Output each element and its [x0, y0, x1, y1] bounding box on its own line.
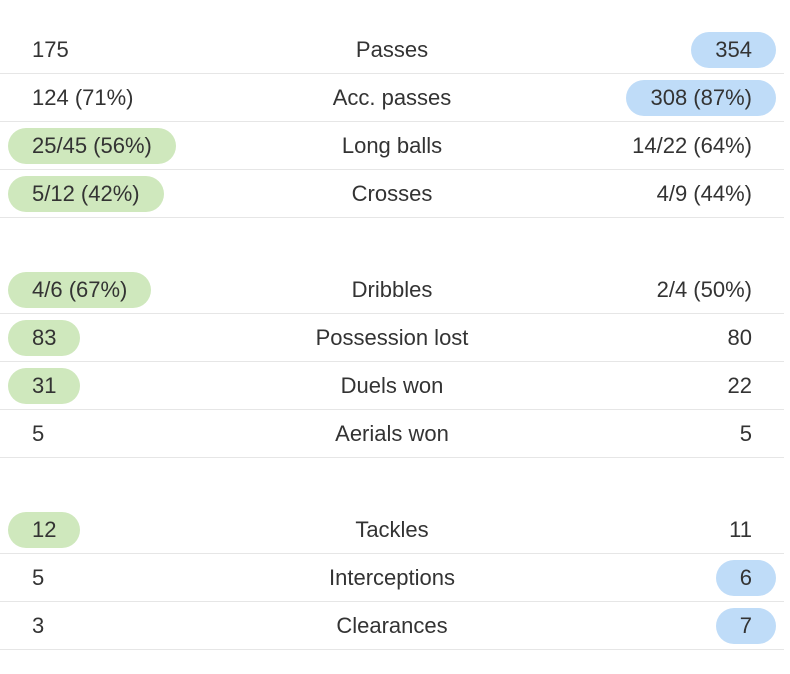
away-value: 2/4 (50%) [656, 277, 752, 302]
stat-label: Long balls [341, 133, 443, 158]
stat-row-passes: 175 Passes 354 [0, 26, 784, 74]
stat-label: Duels won [340, 373, 444, 398]
stat-row-tackles: 12 Tackles 11 [0, 506, 784, 554]
away-value: 11 [729, 517, 752, 542]
stat-label: Aerials won [335, 421, 449, 446]
away-value: 6 [715, 560, 776, 596]
stat-label: Possession lost [315, 325, 469, 350]
away-value: 22 [727, 373, 752, 398]
stat-label: Acc. passes [332, 85, 452, 110]
stat-label: Tackles [355, 517, 429, 542]
stat-label: Clearances [336, 613, 448, 638]
home-value: 175 [32, 37, 69, 62]
stat-label: Dribbles [351, 277, 433, 302]
stat-label: Crosses [351, 181, 433, 206]
stats-group-passing: 175 Passes 354 124 (71%) Acc. passes 308… [0, 26, 784, 218]
stats-group-duels: 4/6 (67%) Dribbles 2/4 (50%) 83 Possessi… [0, 266, 784, 458]
stat-label: Passes [355, 37, 429, 62]
stat-row-aerials-won: 5 Aerials won 5 [0, 410, 784, 458]
away-value: 5 [739, 421, 752, 446]
home-value: 83 [8, 320, 81, 356]
home-value: 5 [32, 421, 45, 446]
stat-row-interceptions: 5 Interceptions 6 [0, 554, 784, 602]
home-value: 31 [8, 368, 81, 404]
stat-row-possession-lost: 83 Possession lost 80 [0, 314, 784, 362]
stat-row-duels-won: 31 Duels won 22 [0, 362, 784, 410]
away-value: 14/22 (64%) [632, 133, 752, 158]
stat-row-crosses: 5/12 (42%) Crosses 4/9 (44%) [0, 170, 784, 218]
stat-row-long-balls: 25/45 (56%) Long balls 14/22 (64%) [0, 122, 784, 170]
away-value: 80 [727, 325, 752, 350]
home-value: 3 [32, 613, 45, 638]
away-value: 4/9 (44%) [656, 181, 752, 206]
stat-label: Interceptions [329, 565, 455, 590]
home-value: 25/45 (56%) [8, 128, 176, 164]
stat-row-acc-passes: 124 (71%) Acc. passes 308 (87%) [0, 74, 784, 122]
away-value: 7 [715, 608, 776, 644]
stats-group-defending: 12 Tackles 11 5 Interceptions 6 3 Cleara… [0, 506, 784, 650]
home-value: 12 [8, 512, 81, 548]
home-value: 5/12 (42%) [8, 176, 164, 212]
away-value: 354 [691, 32, 776, 68]
stat-row-clearances: 3 Clearances 7 [0, 602, 784, 650]
home-value: 124 (71%) [32, 85, 134, 110]
away-value: 308 (87%) [626, 80, 776, 116]
home-value: 4/6 (67%) [8, 272, 152, 308]
stat-row-dribbles: 4/6 (67%) Dribbles 2/4 (50%) [0, 266, 784, 314]
home-value: 5 [32, 565, 45, 590]
